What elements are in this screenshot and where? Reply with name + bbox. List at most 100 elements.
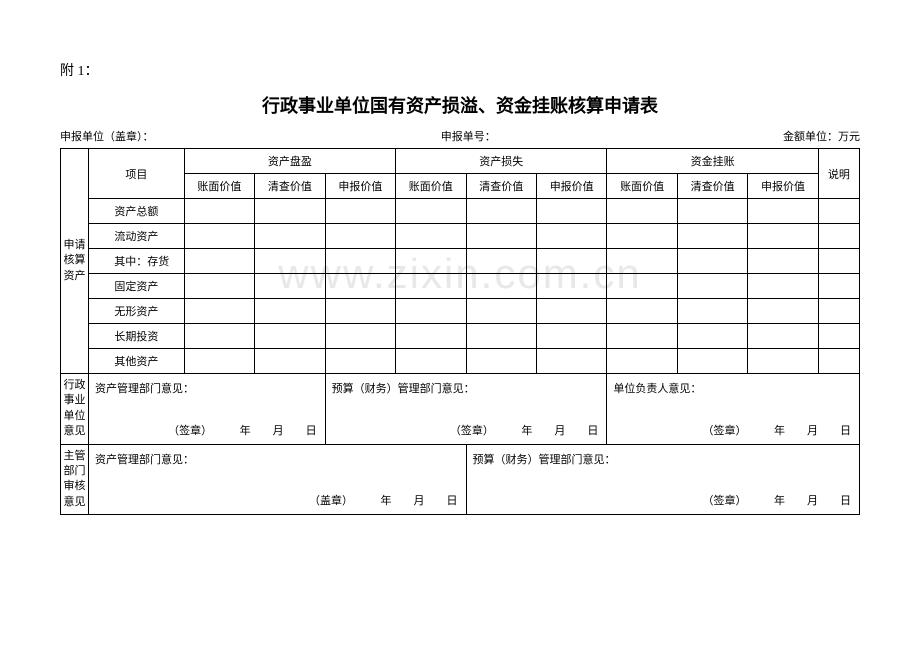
sub-book-2: 账面价值 [396, 174, 466, 199]
header-row-1: 申请核算资产 项目 资产盘盈 资产损失 资金挂账 说明 [61, 149, 860, 174]
sub-report-2: 申报价值 [536, 174, 606, 199]
report-number-label: 申报单号： [441, 128, 496, 144]
header-row: 申报单位（盖章）： 申报单号： 金额单位：万元 [60, 128, 860, 144]
group-pending: 资金挂账 [607, 149, 818, 174]
cell [396, 274, 466, 299]
cell [607, 324, 677, 349]
cell [748, 249, 818, 274]
cell [325, 324, 395, 349]
opinion-supervisor-budget: 预算（财务）管理部门意见： （签章） 年 月 日 [466, 444, 859, 515]
cell [818, 349, 859, 374]
row-intangible: 无形资产 [61, 299, 860, 324]
cell [607, 224, 677, 249]
cell [255, 274, 325, 299]
cell [677, 299, 747, 324]
cell [536, 224, 606, 249]
cell [607, 274, 677, 299]
cell [255, 249, 325, 274]
reporting-unit-label: 申报单位（盖章）： [60, 128, 154, 144]
cell [677, 199, 747, 224]
cell [255, 224, 325, 249]
sub-check-2: 清查价值 [466, 174, 536, 199]
application-table: 申请核算资产 项目 资产盘盈 资产损失 资金挂账 说明 账面价值 清查价值 申报… [60, 148, 860, 515]
cell [748, 199, 818, 224]
sub-book-1: 账面价值 [184, 174, 254, 199]
cell [184, 249, 254, 274]
row-other: 其他资产 [61, 349, 860, 374]
sub-report-3: 申报价值 [748, 174, 818, 199]
cell [466, 324, 536, 349]
sign-4: （盖章） 年 月 日 [309, 492, 458, 508]
cell [748, 299, 818, 324]
cell [255, 324, 325, 349]
opinion-supervisor-asset: 资产管理部门意见： （盖章） 年 月 日 [89, 444, 467, 515]
section2-label: 主管部门审核意见 [61, 444, 89, 515]
document-content: 附 1： 行政事业单位国有资产损溢、资金挂账核算申请表 申报单位（盖章）： 申报… [60, 60, 860, 515]
cell [325, 274, 395, 299]
opinion-asset-mgmt-title: 资产管理部门意见： [95, 380, 319, 396]
group-loss: 资产损失 [396, 149, 607, 174]
opinion-budget-mgmt: 预算（财务）管理部门意见： （签章） 年 月 日 [325, 374, 607, 445]
label-other: 其他资产 [89, 349, 185, 374]
page-title: 行政事业单位国有资产损溢、资金挂账核算申请表 [60, 92, 860, 118]
cell [396, 249, 466, 274]
cell [466, 274, 536, 299]
sub-check-3: 清查价值 [677, 174, 747, 199]
cell [677, 249, 747, 274]
cell [677, 349, 747, 374]
group-surplus: 资产盘盈 [184, 149, 395, 174]
appendix-label: 附 1： [60, 60, 860, 80]
cell [466, 249, 536, 274]
cell [536, 199, 606, 224]
opinion-asset-mgmt: 资产管理部门意见： （签章） 年 月 日 [89, 374, 326, 445]
cell [255, 199, 325, 224]
label-current: 流动资产 [89, 224, 185, 249]
sign-1: （签章） 年 月 日 [168, 422, 317, 438]
cell [466, 199, 536, 224]
cell [396, 349, 466, 374]
row-total: 资产总额 [61, 199, 860, 224]
cell [184, 349, 254, 374]
cell [607, 349, 677, 374]
opinion-supervisor-asset-title: 资产管理部门意见： [95, 451, 460, 467]
main-row-label: 申请核算资产 [61, 149, 89, 374]
sign-2: （签章） 年 月 日 [450, 422, 599, 438]
cell [184, 324, 254, 349]
cell [466, 299, 536, 324]
cell [748, 224, 818, 249]
cell [818, 249, 859, 274]
cell [184, 224, 254, 249]
col-item: 项目 [89, 149, 185, 199]
row-inventory: 其中：存货 [61, 249, 860, 274]
cell [255, 349, 325, 374]
opinion-row-2: 主管部门审核意见 资产管理部门意见： （盖章） 年 月 日 预算（财务）管理部门… [61, 444, 860, 515]
label-total: 资产总额 [89, 199, 185, 224]
cell [607, 199, 677, 224]
row-fixed: 固定资产 [61, 274, 860, 299]
label-fixed: 固定资产 [89, 274, 185, 299]
cell [536, 324, 606, 349]
cell [748, 274, 818, 299]
sub-report-1: 申报价值 [325, 174, 395, 199]
cell [536, 349, 606, 374]
opinion-row-1: 行政事业单位意见 资产管理部门意见： （签章） 年 月 日 预算（财务）管理部门… [61, 374, 860, 445]
cell [184, 199, 254, 224]
cell [184, 299, 254, 324]
opinion-unit-head-title: 单位负责人意见： [613, 380, 853, 396]
sign-5: （签章） 年 月 日 [703, 492, 852, 508]
label-inventory: 其中：存货 [100, 249, 184, 274]
amount-unit-label: 金额单位：万元 [783, 128, 860, 144]
cell [466, 224, 536, 249]
cell [748, 349, 818, 374]
sign-3: （签章） 年 月 日 [703, 422, 852, 438]
cell [325, 199, 395, 224]
label-longterm: 长期投资 [89, 324, 185, 349]
cell [607, 299, 677, 324]
cell [325, 249, 395, 274]
cell [325, 299, 395, 324]
cell [536, 299, 606, 324]
cell [325, 349, 395, 374]
cell [255, 299, 325, 324]
cell [677, 224, 747, 249]
row-longterm: 长期投资 [61, 324, 860, 349]
